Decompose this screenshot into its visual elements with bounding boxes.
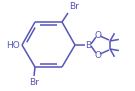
Text: Br: Br — [29, 78, 39, 87]
Text: O: O — [94, 51, 102, 60]
Text: HO: HO — [6, 40, 20, 50]
Text: B: B — [85, 40, 91, 50]
Text: Br: Br — [69, 2, 79, 11]
Text: O: O — [94, 30, 102, 39]
